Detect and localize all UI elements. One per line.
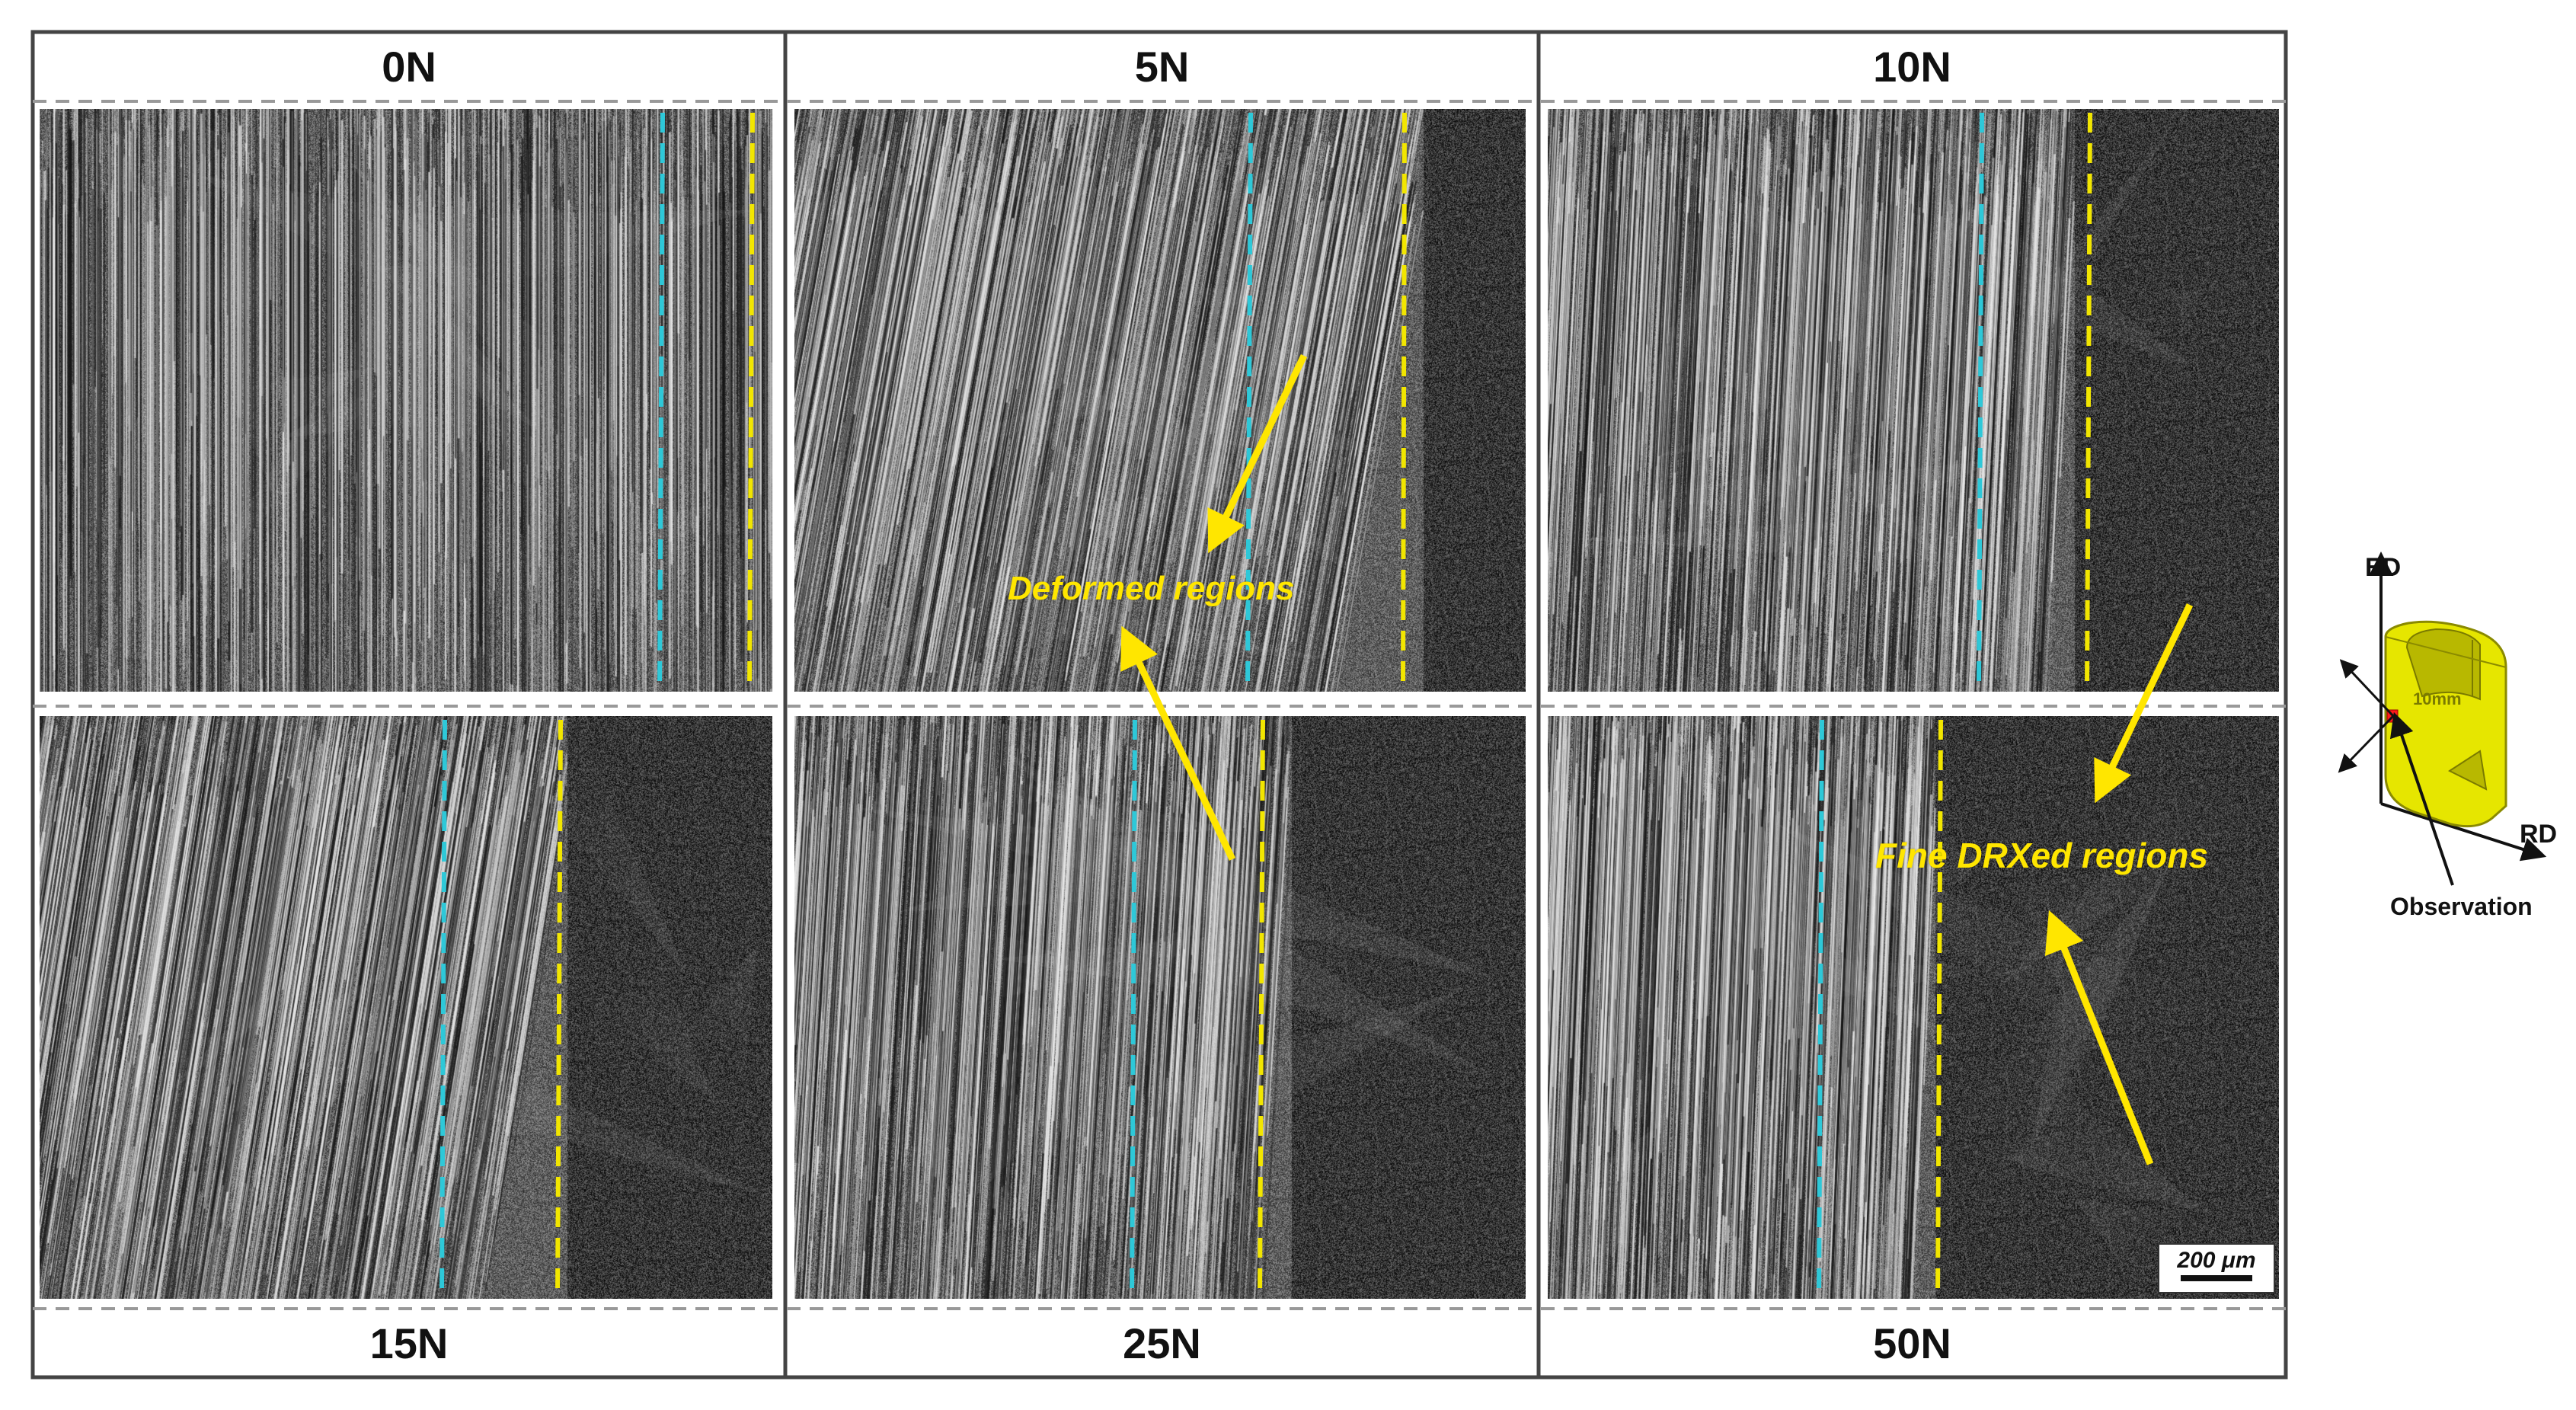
deformed-boundary-25n [1130,719,1137,1297]
ed-label: ED [2365,553,2402,582]
scale-bar-label: 200 μm [2177,1248,2256,1273]
deformed-boundary-15n [439,719,447,1297]
drx-boundary-50n [1935,719,1943,1297]
fine-drx-regions-label: Fine DRXed regions [1875,836,2209,875]
panel-label-50n: 50N [1873,1319,1951,1367]
arrow-deformed-2 [1120,625,1236,861]
drx-boundary-0n [747,112,755,690]
panel-label-25n: 25N [1123,1319,1201,1367]
scale-bar-line [2181,1275,2252,1281]
drx-boundary-15n [555,719,563,1297]
micrograph-25n [794,716,1526,1299]
arrow-deformed-1 [1207,354,1308,554]
drx-boundary-25n [1258,719,1265,1297]
panel-label-15n: 15N [369,1319,449,1367]
observation-label: Observation [2390,893,2533,920]
micrograph-50n [1548,716,2279,1299]
panel-label-0n: 0N [382,43,436,91]
observation-pointer [2389,711,2454,886]
part-shape [2384,620,2507,828]
size-label: 10mm [2413,689,2462,708]
micrograph-15n [40,716,772,1299]
deformed-boundary-10n [1977,112,1984,690]
deformed-regions-label: Deformed regions [1008,570,1295,607]
deformed-boundary-5n [1245,112,1253,690]
micrograph-10n [1548,109,2279,692]
panel-label-5n: 5N [1134,43,1190,91]
rd-label: RD [2520,820,2558,849]
drx-boundary-5n [1401,112,1407,690]
panel-label-10n: 10N [1873,43,1951,91]
rd-axis [2380,802,2547,862]
deformed-boundary-50n [1817,719,1824,1297]
deformed-boundary-0n [657,112,665,690]
drx-boundary-10n [2085,112,2092,690]
scale-bar: 200 μm [2158,1243,2275,1293]
schematic-diagram [2338,552,2547,886]
arrow-drx-2 [2044,910,2154,1165]
arrow-drx-1 [2094,603,2194,804]
micrograph-0n [40,109,772,692]
